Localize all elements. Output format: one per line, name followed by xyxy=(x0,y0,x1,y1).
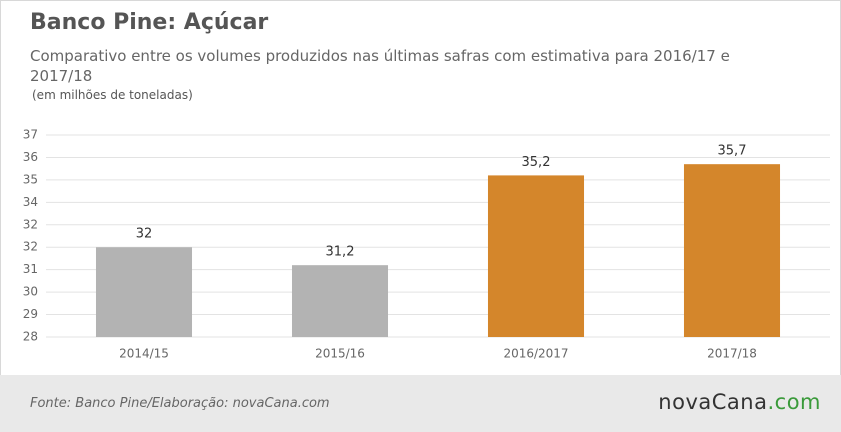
data-label: 31,2 xyxy=(326,245,355,260)
y-tick-label: 32 xyxy=(23,217,38,231)
data-label: 32 xyxy=(136,227,153,242)
chart-title: Banco Pine: Açúcar xyxy=(30,10,269,35)
y-tick-label: 36 xyxy=(23,150,38,164)
bar xyxy=(683,164,781,337)
bar xyxy=(95,247,193,337)
y-tick-label: 34 xyxy=(23,195,38,209)
logo-name: novaCana xyxy=(658,390,768,414)
x-tick-label: 2014/15 xyxy=(119,347,169,361)
x-tick-label: 2016/2017 xyxy=(503,347,568,361)
logo: novaCana.com xyxy=(658,390,821,414)
logo-domain: .com xyxy=(767,390,821,414)
y-tick-label: 29 xyxy=(23,307,38,321)
unit-note: (em milhões de toneladas) xyxy=(32,88,193,102)
y-tick-label: 30 xyxy=(23,285,38,299)
y-tick-label: 32 xyxy=(23,240,38,254)
bar xyxy=(487,175,585,337)
y-tick-label: 37 xyxy=(23,128,38,142)
chart-subtitle: Comparativo entre os volumes produzidos … xyxy=(30,47,730,85)
y-tick-label: 35 xyxy=(23,172,38,186)
chart: 28 29 30 31 32 32 34 35 36 37 2014/15 32 2015/16 31,2… xyxy=(23,128,830,361)
source: Fonte: Banco Pine/Elaboração: novaCana.c… xyxy=(30,396,330,411)
y-tick-label: 28 xyxy=(23,330,38,344)
bar xyxy=(291,265,389,337)
y-tick-label: 31 xyxy=(23,262,38,276)
x-tick-label: 2015/16 xyxy=(315,347,365,361)
x-tick-label: 2017/18 xyxy=(707,347,757,361)
data-label: 35,7 xyxy=(718,144,747,159)
data-label: 35,2 xyxy=(522,155,551,170)
footer: Fonte: Banco Pine/Elaboração: novaCana.c… xyxy=(0,375,841,432)
